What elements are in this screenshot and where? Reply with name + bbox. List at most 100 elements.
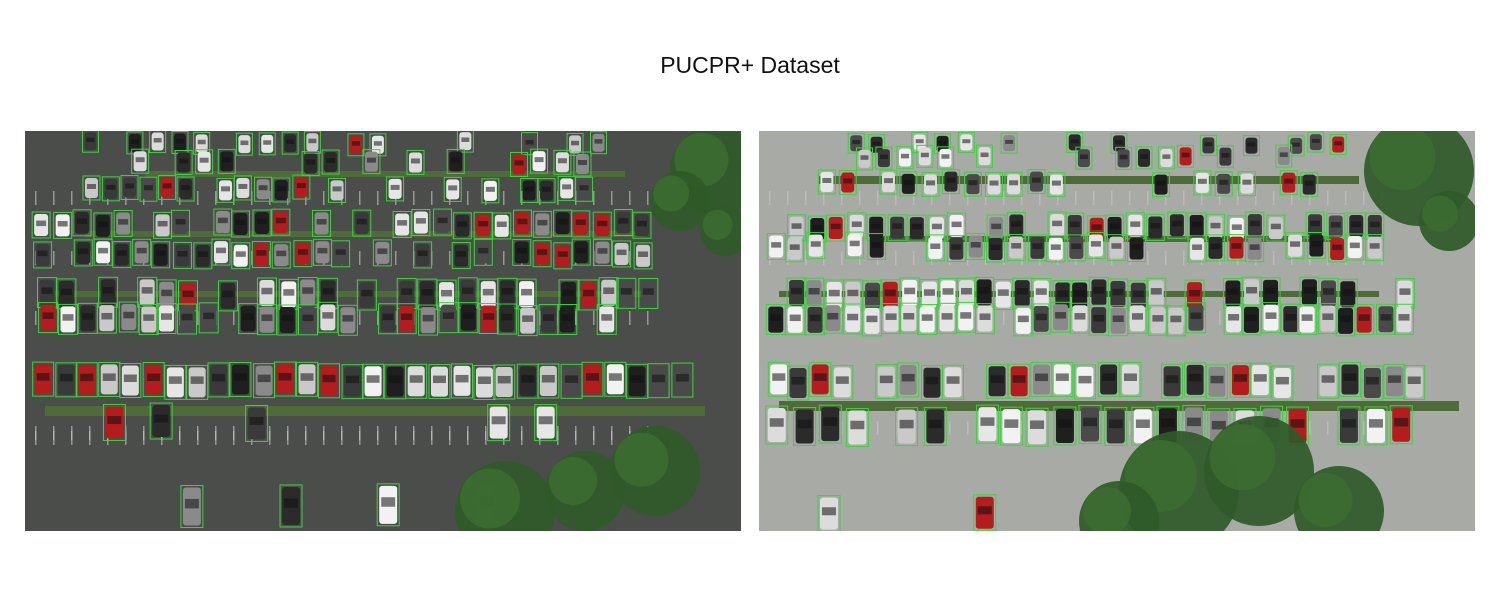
car-window — [62, 314, 74, 321]
parking-line — [913, 251, 915, 265]
bounding-box — [521, 132, 539, 156]
car-window — [1365, 376, 1379, 385]
bounding-box — [923, 406, 947, 446]
bounding-box — [273, 361, 296, 397]
parking-line — [629, 191, 631, 205]
parking-line — [1147, 251, 1149, 265]
parking-line — [841, 421, 843, 435]
car-window — [377, 248, 388, 254]
parking-line — [1201, 191, 1203, 205]
bounding-box — [180, 485, 204, 529]
parking-line — [787, 251, 789, 265]
car-window — [143, 314, 155, 321]
car-window — [822, 507, 837, 516]
car-window — [597, 248, 608, 254]
parking-line — [89, 191, 91, 205]
bounding-box — [632, 211, 652, 239]
car-window — [1034, 373, 1048, 382]
car-window — [242, 313, 254, 320]
car-window — [847, 313, 859, 321]
car-window — [78, 248, 89, 255]
car-window — [238, 183, 248, 189]
parking-line — [805, 251, 807, 265]
bounding-box — [337, 304, 358, 336]
car-window — [141, 287, 153, 294]
car-window — [235, 251, 246, 257]
bounding-box — [362, 363, 385, 399]
car-window — [356, 218, 367, 225]
car-window — [179, 158, 189, 164]
car-window — [537, 249, 548, 255]
parking-line — [179, 431, 181, 445]
bounding-box — [293, 240, 313, 268]
parking-line — [877, 421, 879, 435]
bounding-box — [1237, 171, 1256, 197]
bounding-box — [766, 233, 786, 261]
parking-line — [629, 311, 631, 325]
bounding-box — [976, 144, 994, 168]
car-window — [332, 186, 342, 192]
car-window — [1253, 374, 1267, 382]
car-window — [575, 219, 586, 225]
car-window — [577, 160, 587, 166]
bounding-box — [102, 403, 126, 441]
car-window — [1078, 375, 1092, 384]
bounding-box — [352, 209, 372, 237]
car-window — [557, 251, 568, 257]
car-window — [181, 313, 193, 321]
bounding-box — [1161, 363, 1184, 399]
parking-line — [431, 191, 433, 205]
car-window — [335, 249, 346, 255]
parking-line — [53, 191, 55, 205]
car-window — [1109, 223, 1120, 230]
parking-line — [895, 191, 897, 205]
bounding-box — [101, 176, 120, 202]
bounding-box — [211, 238, 231, 266]
parking-line — [53, 431, 55, 445]
car-window — [316, 218, 327, 225]
bounding-box — [1053, 406, 1077, 446]
parking-line — [985, 191, 987, 205]
car-window — [388, 375, 402, 384]
car-window — [296, 183, 306, 189]
bounding-box — [936, 146, 954, 170]
bounding-box — [1393, 303, 1414, 335]
bounding-box — [292, 174, 311, 200]
car-window — [197, 139, 206, 145]
tree-canopy — [614, 432, 669, 487]
car-window — [1246, 286, 1258, 294]
car-window — [1079, 154, 1088, 160]
car-window — [175, 138, 184, 144]
parking-line — [841, 251, 843, 265]
car-window — [366, 375, 380, 383]
bounding-box — [566, 132, 584, 156]
parking-line — [1183, 251, 1185, 265]
bounding-box — [638, 277, 659, 309]
bounding-box — [138, 304, 159, 336]
parking-line — [179, 191, 181, 205]
car-window — [537, 219, 548, 226]
parking-line — [1003, 311, 1005, 325]
bounding-box — [1152, 172, 1171, 198]
parking-line — [269, 191, 271, 205]
car-window — [80, 373, 94, 382]
car-window — [1343, 373, 1357, 381]
bounding-box — [986, 363, 1009, 399]
car-window — [879, 375, 893, 384]
bounding-box — [975, 404, 999, 444]
car-window — [1227, 288, 1239, 295]
bounding-box — [1006, 233, 1026, 261]
car-window — [123, 374, 137, 383]
parking-line — [467, 191, 469, 205]
car-window — [642, 288, 654, 295]
bounding-box — [1073, 364, 1096, 400]
car-window — [517, 218, 528, 225]
car-window — [930, 243, 941, 249]
bounding-box — [867, 233, 887, 261]
bounding-box — [198, 302, 219, 334]
bounding-box — [331, 240, 351, 268]
car-window — [852, 140, 861, 145]
car-window — [899, 419, 914, 429]
bounding-box — [838, 169, 857, 195]
bounding-box — [1147, 304, 1168, 336]
